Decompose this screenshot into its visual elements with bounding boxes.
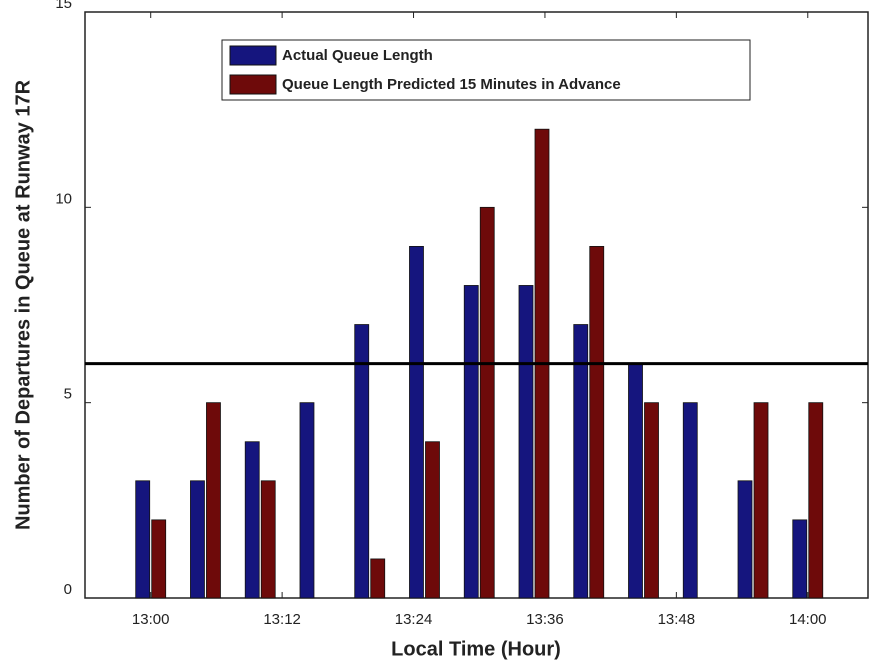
bar — [370, 558, 386, 599]
bar — [206, 402, 221, 599]
bar — [354, 324, 370, 599]
bar — [589, 245, 605, 599]
bar — [628, 363, 643, 599]
x-tick-label: 13:48 — [658, 611, 696, 628]
y-tick-label: 0 — [64, 581, 72, 598]
bar — [135, 480, 151, 599]
y-tick-label: 15 — [55, 0, 72, 12]
x-tick-label: 13:12 — [263, 611, 301, 628]
x-tick-label: 14:00 — [789, 611, 827, 628]
y-tick-label: 10 — [55, 190, 72, 207]
legend-swatch — [229, 45, 277, 66]
x-tick-label: 13:00 — [132, 611, 170, 628]
legend-label: Actual Queue Length — [282, 47, 433, 64]
bar — [808, 402, 824, 599]
bar — [425, 441, 440, 599]
bar — [479, 206, 495, 599]
y-tick-label: 5 — [64, 386, 72, 403]
bar — [190, 480, 205, 599]
bar — [299, 402, 315, 599]
y-axis-title: Number of Departures in Queue at Runway … — [12, 79, 34, 530]
bar — [753, 402, 769, 599]
bar — [573, 324, 589, 599]
bar — [260, 480, 276, 599]
bar — [644, 402, 659, 599]
legend-label: Queue Length Predicted 15 Minutes in Adv… — [282, 76, 621, 93]
legend-box — [221, 39, 751, 101]
bar — [244, 441, 260, 599]
x-tick-label: 13:24 — [395, 611, 433, 628]
bar — [682, 402, 698, 599]
bar — [737, 480, 753, 599]
legend-swatch — [229, 74, 277, 95]
bar — [518, 285, 534, 599]
x-tick-label: 13:36 — [526, 611, 564, 628]
bar — [463, 285, 479, 599]
bar — [151, 519, 167, 599]
bar — [409, 245, 424, 599]
x-axis-title: Local Time (Hour) — [391, 638, 561, 660]
bar — [792, 519, 808, 599]
